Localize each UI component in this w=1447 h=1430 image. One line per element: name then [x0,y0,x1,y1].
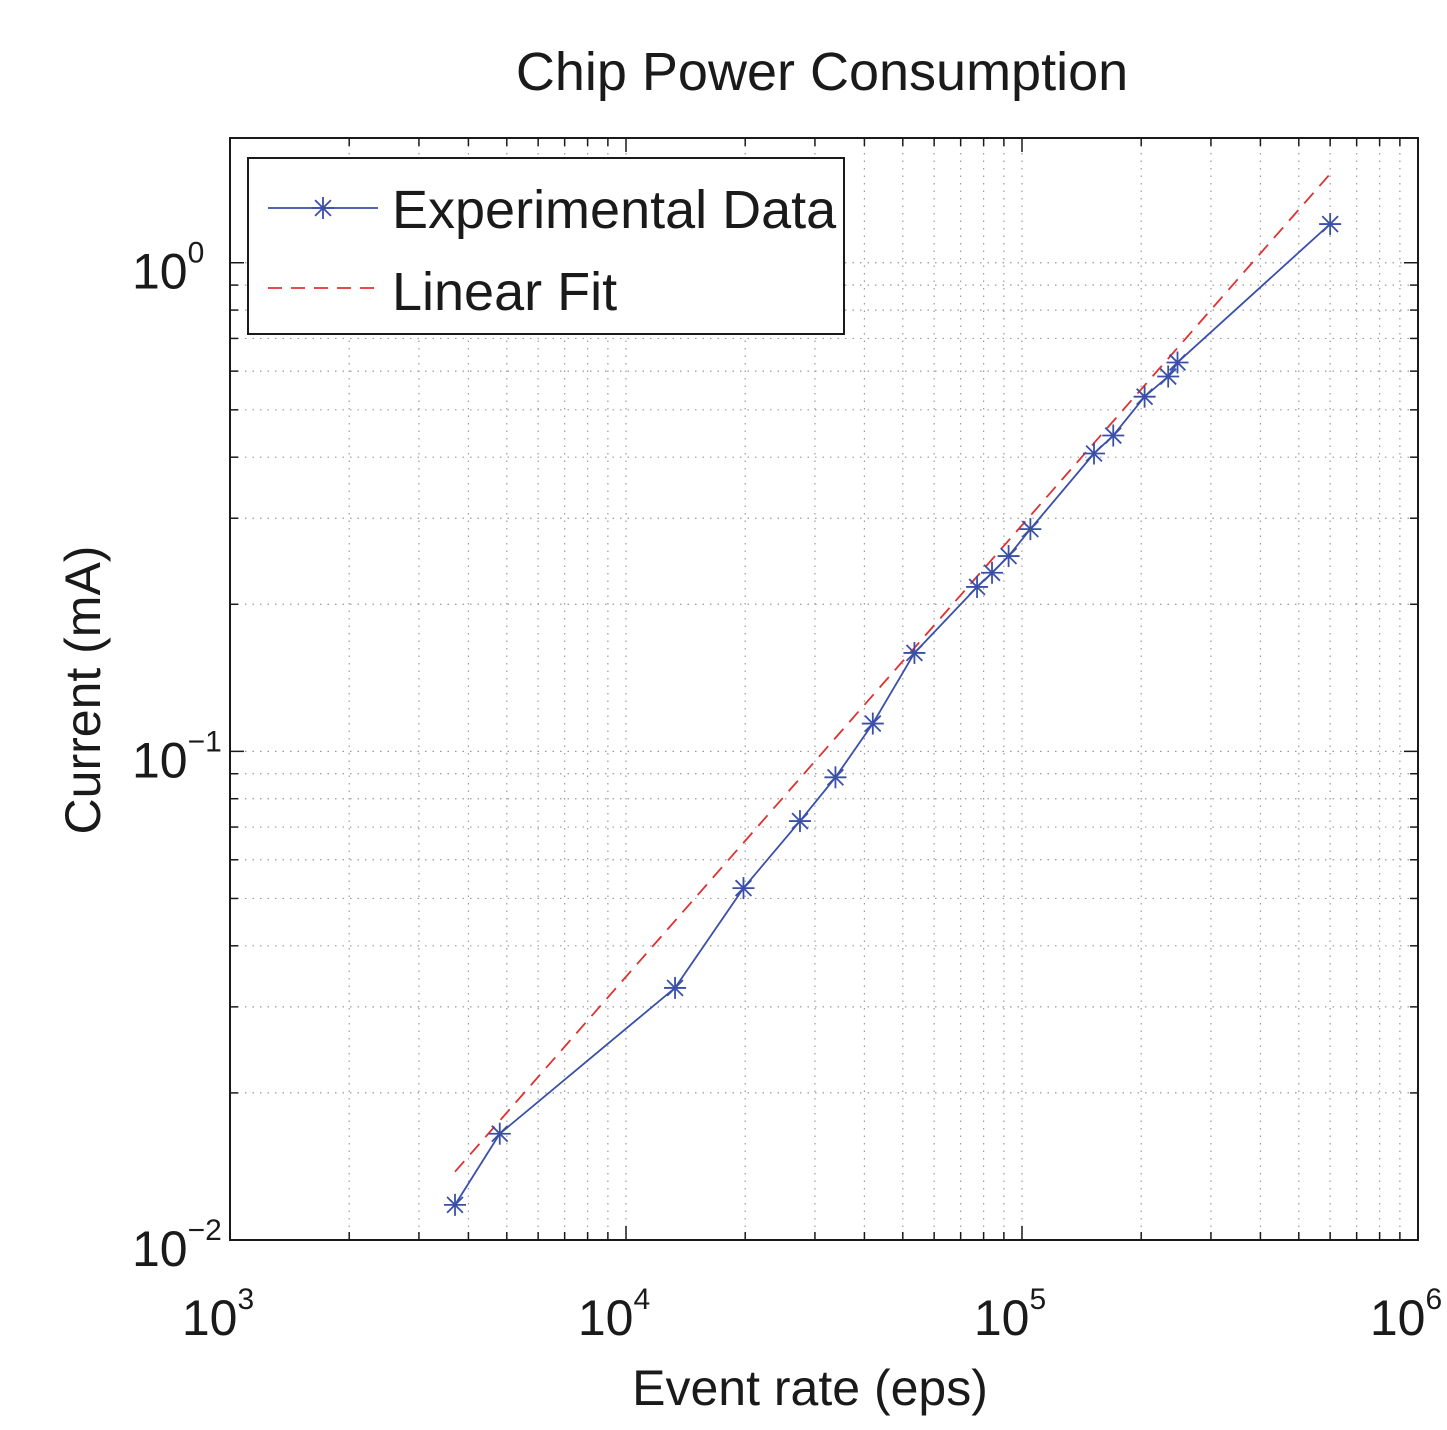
data-point [488,1122,511,1145]
data-point [1102,424,1125,447]
data-point [981,561,1004,584]
y-axis-label: Current (mA) [55,546,111,835]
data-point [1157,365,1180,388]
x-tick-label: 104 [578,1283,650,1346]
legend-asterisk [312,197,334,219]
data-point [1019,518,1042,541]
tick-labels: 103 104 105 106 10−2 10−1 100 [132,237,1442,1346]
data-point [1319,213,1342,236]
legend-label-experimental: Experimental Data [392,180,837,240]
series-layer [444,173,1342,1216]
data-point [966,575,989,598]
plot-frame [229,137,1419,1241]
data-point [1133,385,1156,408]
data-point [444,1193,467,1216]
data-point [861,712,884,735]
x-tick-label: 105 [974,1283,1046,1346]
data-point [997,545,1020,568]
data-point [903,641,926,664]
legend-marker-asterisk [312,197,334,219]
data-point [1166,351,1189,374]
x-tick-label: 106 [1370,1283,1442,1346]
legend: Experimental Data Linear Fit [247,157,845,335]
y-tick-label: 10−1 [132,725,222,788]
y-tick-label: 10−2 [132,1214,222,1277]
data-point [788,810,811,833]
grid-layer [229,138,1418,1241]
legend-entry-linear-fit: Linear Fit [268,262,617,322]
x-tick-label: 103 [182,1283,254,1346]
legend-label-linear-fit: Linear Fit [392,262,617,322]
y-tick-label: 100 [132,237,204,300]
series-line-linear-fit [454,173,1331,1173]
chart-title: Chip Power Consumption [516,42,1128,102]
data-point [824,766,847,789]
data-point [732,877,755,900]
data-point [664,976,687,999]
data-point [1083,442,1106,465]
x-axis-label: Event rate (eps) [632,1360,988,1416]
legend-box [247,157,845,335]
legend-entry-experimental: Experimental Data [268,180,837,240]
